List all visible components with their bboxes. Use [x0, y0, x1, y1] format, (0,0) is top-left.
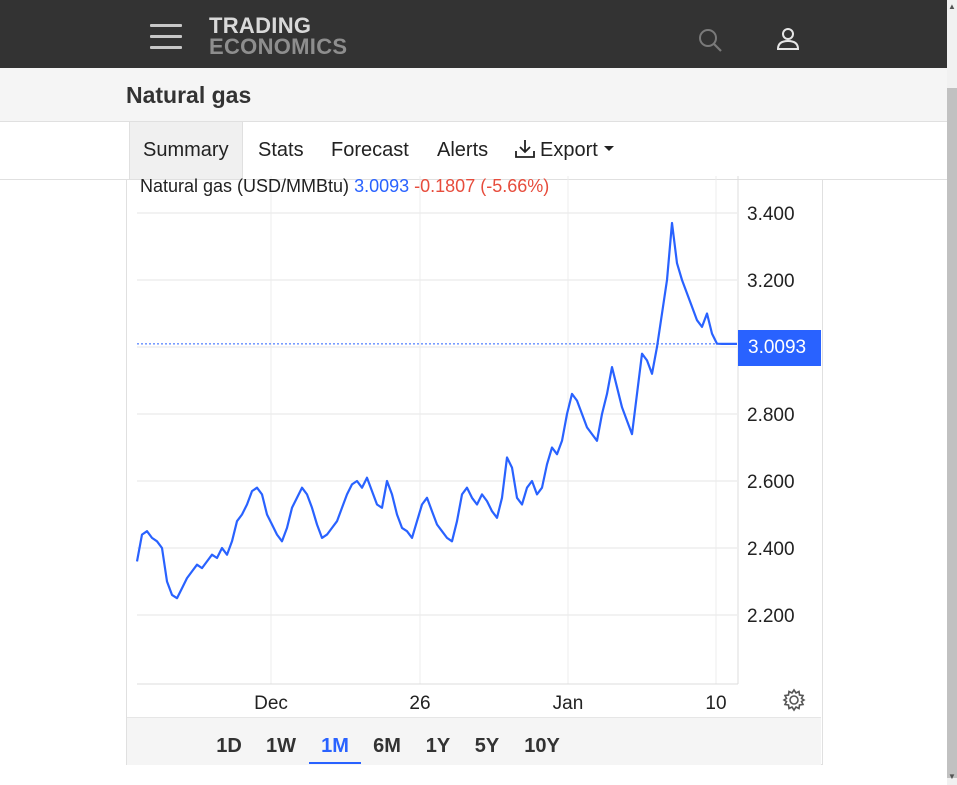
current-price-label: 3.0093 — [738, 330, 821, 366]
tab-forecast[interactable]: Forecast — [331, 139, 409, 161]
export-dropdown[interactable]: Export — [514, 122, 614, 179]
chart-legend: Natural gas (USD/MMBtu) 3.0093 -0.1807 (… — [140, 176, 549, 197]
y-axis-tick-label: 2.800 — [747, 405, 795, 426]
chart-legend-change-pct: (-5.66%) — [480, 176, 550, 196]
chart-legend-price: 3.0093 — [354, 176, 410, 196]
tab-alerts[interactable]: Alerts — [437, 139, 489, 161]
trading-economics-logo[interactable]: TRADING ECONOMICS — [209, 13, 348, 59]
range-button-1d[interactable]: 1D — [216, 735, 242, 757]
logo-line-2: ECONOMICS — [209, 34, 348, 59]
x-axis-tick-label: Dec — [254, 693, 288, 714]
y-axis-tick-label: 2.200 — [747, 606, 795, 627]
tab-bar: Summary Stats Forecast Alerts Export — [0, 122, 947, 180]
scroll-up-arrow-icon[interactable]: ▲ — [948, 2, 956, 11]
x-axis-tick-label: 10 — [705, 693, 726, 714]
range-button-10y[interactable]: 10Y — [524, 735, 560, 757]
tab-summary[interactable]: Summary — [129, 122, 243, 179]
top-navigation-bar: TRADING ECONOMICS — [0, 0, 947, 68]
download-icon — [515, 139, 535, 158]
chart-series-name: Natural gas (USD/MMBtu) — [140, 176, 350, 196]
range-button-5y[interactable]: 5Y — [474, 735, 500, 757]
user-icon[interactable] — [774, 25, 802, 53]
chart-panel — [126, 180, 823, 765]
x-axis-tick-label: Jan — [553, 693, 584, 714]
title-bar: Natural gas — [0, 68, 947, 122]
logo-line-1: TRADING — [209, 13, 312, 38]
price-chart[interactable]: 3.400 3.200 2.800 2.600 2.400 2.200 Dec 26 Jan 10 — [126, 176, 821, 716]
gear-icon[interactable] — [781, 687, 807, 713]
range-button-1w[interactable]: 1W — [266, 735, 296, 757]
time-range-bar: 1D 1W 1M 6M 1Y 5Y 10Y — [127, 717, 821, 765]
caret-down-icon — [603, 146, 614, 152]
page-title: Natural gas — [126, 82, 252, 108]
price-series-line[interactable] — [135, 221, 737, 600]
hamburger-menu-icon[interactable] — [150, 24, 182, 50]
y-axis-tick-label: 2.600 — [747, 472, 795, 493]
y-axis-tick-label: 2.400 — [747, 539, 795, 560]
y-axis-tick-label: 3.400 — [747, 204, 795, 225]
tab-stats[interactable]: Stats — [258, 139, 304, 161]
chart-legend-change: -0.1807 — [414, 176, 476, 196]
scroll-down-arrow-icon[interactable]: ▼ — [948, 772, 956, 781]
range-button-6m[interactable]: 6M — [373, 735, 401, 757]
y-axis-tick-label: 3.200 — [747, 271, 795, 292]
range-button-1m[interactable]: 1M — [309, 718, 361, 764]
range-button-1y[interactable]: 1Y — [425, 735, 451, 757]
x-axis-tick-label: 26 — [409, 693, 430, 714]
search-icon[interactable] — [696, 26, 724, 54]
export-label: Export — [540, 139, 598, 161]
scrollbar-thumb[interactable] — [947, 88, 957, 778]
